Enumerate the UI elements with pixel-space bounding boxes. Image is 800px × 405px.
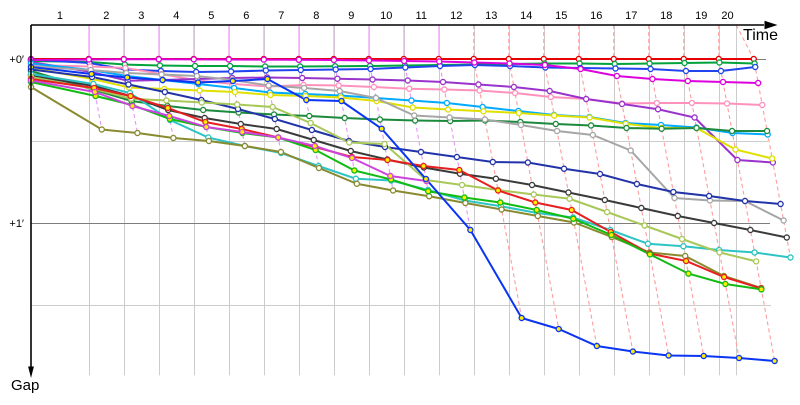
svg-text:Time: Time [743, 27, 778, 44]
svg-text:3: 3 [138, 10, 144, 22]
svg-text:5: 5 [208, 10, 214, 22]
svg-text:15: 15 [555, 10, 567, 22]
svg-text:7: 7 [278, 10, 284, 22]
svg-text:2: 2 [103, 10, 109, 22]
svg-text:+1′: +1′ [9, 218, 24, 230]
svg-text:9: 9 [348, 10, 354, 22]
svg-text:16: 16 [590, 10, 602, 22]
svg-text:+0′: +0′ [9, 54, 24, 66]
svg-text:8: 8 [313, 10, 319, 22]
svg-text:11: 11 [416, 10, 427, 22]
svg-text:18: 18 [660, 10, 672, 22]
svg-text:12: 12 [450, 10, 462, 22]
svg-text:4: 4 [173, 10, 179, 22]
svg-text:10: 10 [380, 10, 392, 22]
svg-text:20: 20 [721, 10, 733, 22]
svg-text:17: 17 [625, 10, 637, 22]
svg-text:19: 19 [695, 10, 707, 22]
svg-text:14: 14 [520, 10, 532, 22]
svg-text:1: 1 [57, 10, 63, 22]
svg-text:6: 6 [243, 10, 249, 22]
svg-text:Gap: Gap [11, 377, 39, 394]
svg-text:13: 13 [485, 10, 497, 22]
